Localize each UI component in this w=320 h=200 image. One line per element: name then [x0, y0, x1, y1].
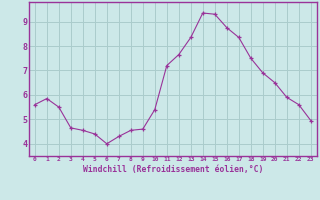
X-axis label: Windchill (Refroidissement éolien,°C): Windchill (Refroidissement éolien,°C) [83, 165, 263, 174]
